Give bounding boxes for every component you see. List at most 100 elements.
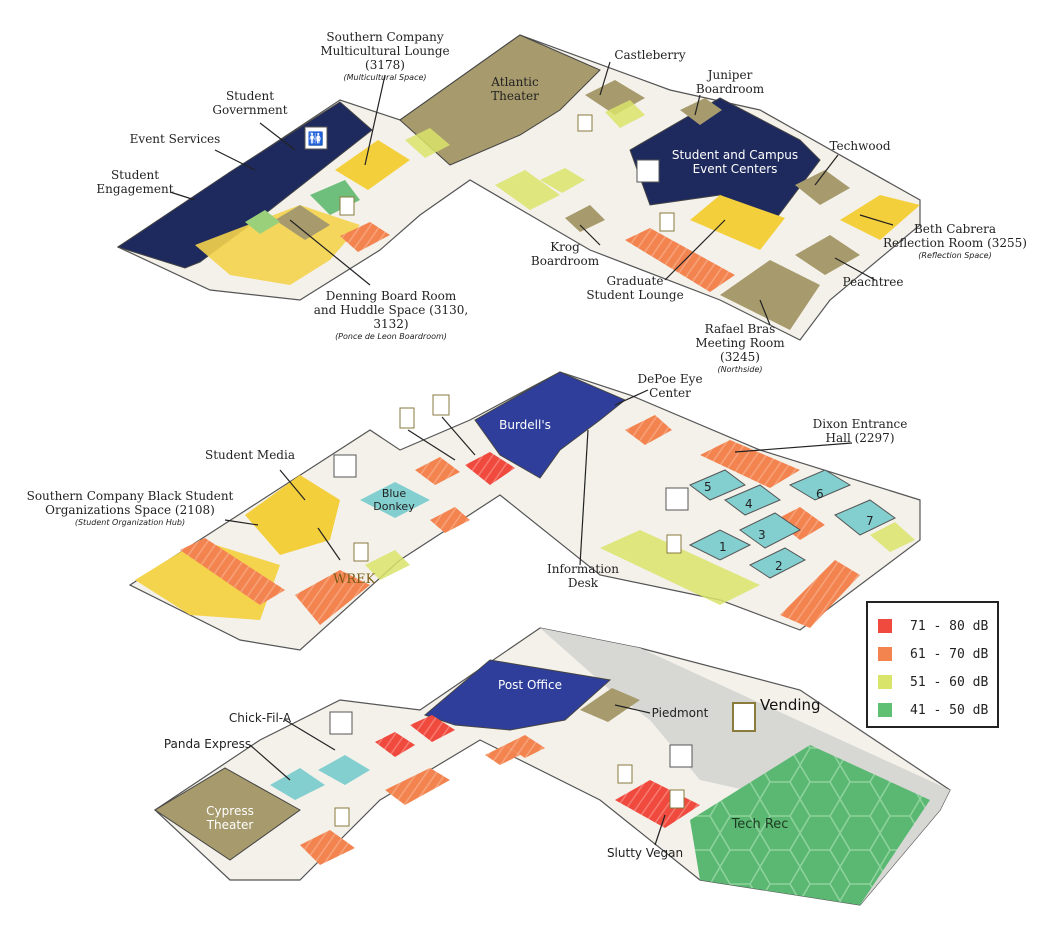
legend-label: 71 - 80 dB [910,618,989,634]
vending-icon [617,764,633,784]
vending-label: Vending [760,696,821,714]
conference-room-2[interactable] [748,547,807,579]
elevator-icon [666,534,682,554]
conference-room-4[interactable] [724,484,781,516]
krog-label: Krog Boardroom [530,240,600,268]
beth-cabrera-area[interactable] [840,195,920,240]
juniper-area[interactable] [680,98,722,125]
slutty-vegan-area[interactable] [615,780,700,828]
student-government-label: Student Government [212,89,288,117]
level2-orange-depoe [625,415,672,445]
level1-orange-4 [485,745,520,765]
student-media-area[interactable] [245,475,340,555]
room-7-label: 7 [866,514,874,528]
level2-orange-2 [430,507,470,533]
rafael-bras-area[interactable] [720,260,820,330]
chick-fil-a-area[interactable] [318,755,370,785]
wrek-label: WREK [333,572,376,587]
elevator-icon [669,789,685,809]
krog-area[interactable] [565,205,605,232]
legend-item: 61 - 70 dB [878,643,988,665]
level3-lime-1 [495,170,560,210]
student-campus-event-centers-area[interactable] [629,97,821,221]
level2-orange-entry [415,457,460,485]
level1-orange-3 [505,735,545,758]
level2-lime-2 [365,550,410,580]
atlantic-theater-area[interactable] [399,34,601,166]
level2-orange-wrek [295,570,370,625]
burdells-area[interactable] [474,371,626,479]
conference-room-1[interactable] [688,529,752,561]
restroom-icon [333,454,357,478]
stairs-icon [577,114,593,132]
peachtree-label: Peachtree [842,275,904,289]
level2-lime-1 [600,530,760,605]
level1-red-2 [410,715,455,742]
room-3-label: 3 [758,528,766,542]
castleberry-label: Castleberry [614,48,686,62]
legend-swatch-71-80 [878,619,892,633]
level2-lime-3 [870,522,915,552]
restroom-icon [329,711,353,735]
legend-label: 51 - 60 dB [910,674,989,690]
room-6-label: 6 [816,487,824,501]
black-student-space-label: Southern Company Black Student Organizat… [26,489,234,527]
level3-lime-4 [540,168,585,193]
slutty-vegan-label: Slutty Vegan [606,846,684,860]
graduate-lounge-label: Graduate Student Lounge [586,274,684,302]
level2-orange-south [780,560,860,628]
cypress-theater-area[interactable] [154,767,301,861]
conference-room-3[interactable] [739,512,801,549]
event-services-label: Event Services [129,132,221,146]
level3-lime-2 [405,128,450,158]
legend-item: 51 - 60 dB [878,671,988,693]
multicultural-lounge-label: Southern Company Multicultural Lounge (3… [320,30,450,82]
panda-express-area[interactable] [270,768,325,800]
room-2-label: 2 [775,559,783,573]
conference-room-5[interactable] [689,469,746,501]
post-office-area[interactable] [423,659,612,731]
legend-swatch-41-50 [878,703,892,717]
level2-red-zone [465,452,515,485]
legend-swatch-51-60 [878,675,892,689]
restroom-icon [669,744,693,768]
elevator-icon [334,807,350,827]
conference-room-7[interactable] [834,499,896,536]
svg-text:🚻: 🚻 [308,131,324,147]
blue-donkey-area[interactable] [360,482,430,518]
level3-orange-zone-2 [340,222,390,252]
graduate-lounge-area[interactable] [690,195,785,250]
power-icon [399,407,415,429]
cypress-theater-label: Cypress Theater [206,804,254,832]
rafael-bras-label: Rafael Bras Meeting Room (3245) (Northsid… [695,322,785,374]
legend-label: 61 - 70 dB [910,646,989,662]
level1-orange-1 [385,768,450,805]
student-engagement-label: Student Engagement [96,168,174,196]
peachtree-area[interactable] [795,235,860,275]
denning-label: Denning Board Room and Huddle Space (313… [313,289,469,341]
legend-item: 71 - 80 dB [878,615,988,637]
noise-level-legend: 71 - 80 dB 61 - 70 dB 51 - 60 dB 41 - 50… [866,601,999,728]
level1-red-1 [375,732,415,757]
piedmont-area[interactable] [580,688,640,722]
multicultural-lounge-area[interactable] [335,140,410,190]
tech-rec-area[interactable] [690,745,930,905]
level-2-floor [128,371,921,651]
room-5-label: 5 [704,480,712,494]
elevator-icon [659,212,675,232]
room-1-label: 1 [719,540,727,554]
event-centers-label: Student and Campus Event Centers [671,148,799,176]
dixon-hall-area[interactable] [700,440,800,488]
black-student-space-area[interactable] [135,540,280,620]
denning-area[interactable] [275,205,330,240]
legend-swatch-61-70 [878,647,892,661]
restroom-icon [665,487,689,511]
level2-orange-big [180,538,285,605]
panda-express-label: Panda Express [163,737,252,751]
restroom-icon [636,159,660,183]
level3-orange-zone [625,228,735,292]
techwood-area[interactable] [795,170,850,205]
conference-room-6[interactable] [788,469,852,501]
room-4-label: 4 [745,497,753,511]
